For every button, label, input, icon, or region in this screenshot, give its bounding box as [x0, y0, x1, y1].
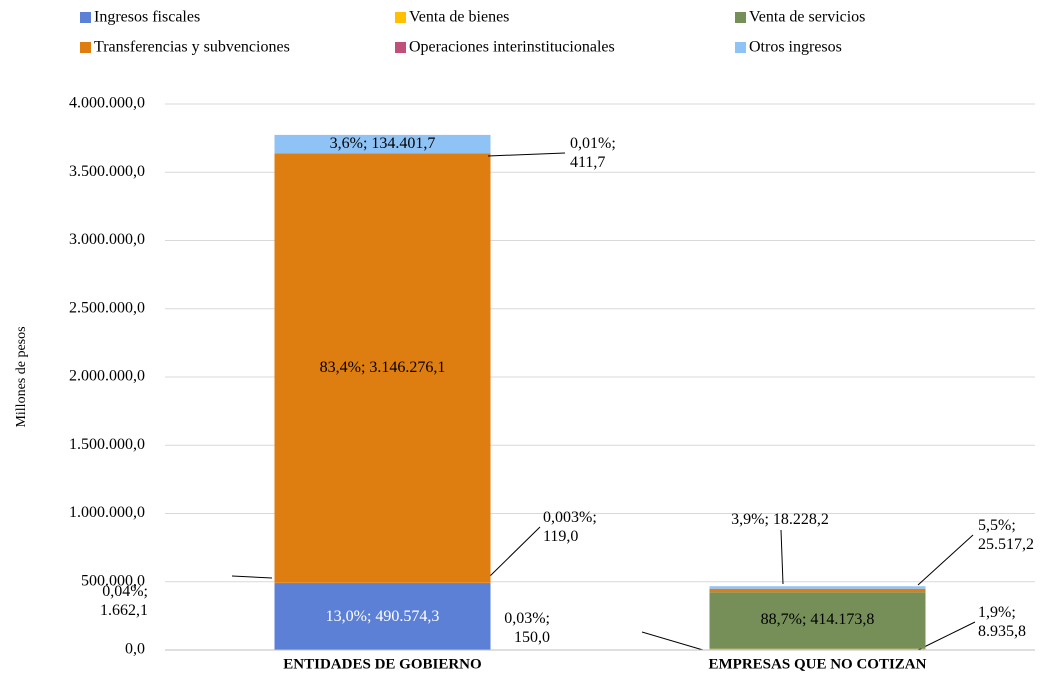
legend-label: Operaciones interinstitucionales: [409, 39, 615, 56]
legend-label: Venta de bienes: [409, 9, 509, 26]
y-axis-title: Millones de pesos: [14, 326, 29, 427]
leader-line: [917, 534, 974, 586]
leader-line: [231, 575, 273, 579]
data-label: 88,7%; 414.173,8: [760, 611, 875, 629]
y-tick-label: 4.000.000,0: [69, 95, 145, 112]
leader-line: [641, 631, 704, 651]
legend-label: Transferencias y subvenciones: [94, 39, 290, 56]
bar-segment: [709, 588, 926, 593]
y-tick-label: 2.500.000,0: [69, 299, 145, 316]
x-tick-label: ENTIDADES DE GOBIERNO: [283, 656, 481, 672]
data-label: 1,9%; 8.935,8: [978, 604, 1026, 640]
data-label: 13,0%; 490.574,3: [325, 607, 440, 625]
legend-swatch: [80, 12, 91, 23]
data-label: 5,5%; 25.517,2: [978, 517, 1034, 553]
leader-line: [487, 152, 566, 157]
leader-line: [917, 621, 976, 651]
legend-label: Venta de servicios: [749, 9, 865, 26]
bar-segment: [274, 134, 491, 154]
data-label: 3,9%; 18.228,2: [731, 511, 829, 528]
data-label: 0,03%; 150,0: [504, 610, 550, 646]
y-tick-label: 3.000.000,0: [69, 231, 145, 248]
leader-line: [487, 526, 541, 579]
legend-label: Ingresos fiscales: [94, 9, 200, 26]
legend-label: Otros ingresos: [749, 39, 842, 56]
legend-swatch: [80, 42, 91, 53]
leader-line: [780, 529, 784, 585]
y-tick-label: 3.500.000,0: [69, 163, 145, 180]
legend-swatch: [735, 12, 746, 23]
data-label: 0,01%; 411,7: [570, 135, 616, 171]
y-tick-label: 0,0: [125, 641, 145, 658]
y-tick-label: 1.500.000,0: [69, 436, 145, 453]
legend-swatch: [735, 42, 746, 53]
bar-segment: [709, 592, 926, 649]
data-label: 3,6%; 134.401,7: [329, 135, 436, 153]
data-label: 83,4%; 3.146.276,1: [319, 359, 446, 377]
y-tick-label: 500.000,0: [81, 572, 145, 589]
bar-segment: [274, 153, 491, 583]
data-label: 0,003%; 119,0: [543, 509, 597, 545]
bar-segment: [274, 583, 491, 650]
bar-segment: [709, 648, 926, 650]
x-tick-label: EMPRESAS QUE NO COTIZAN: [709, 656, 927, 672]
y-tick-label: 2.000.000,0: [69, 368, 145, 385]
legend-swatch: [395, 12, 406, 23]
bar-segment: [709, 586, 926, 589]
y-tick-label: 1.000.000,0: [69, 504, 145, 521]
data-label: 0,04%; 1.662,1: [100, 583, 148, 619]
legend-swatch: [395, 42, 406, 53]
